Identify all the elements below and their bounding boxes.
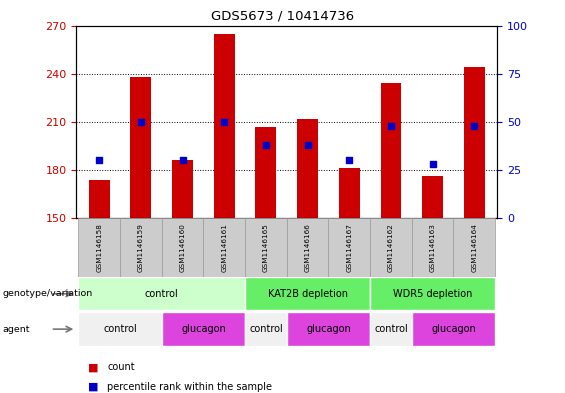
Bar <box>286 218 328 277</box>
Text: GSM1146158: GSM1146158 <box>96 223 102 272</box>
Bar <box>380 83 401 218</box>
Text: control: control <box>145 289 179 299</box>
Point <box>95 157 104 163</box>
Bar <box>79 277 245 310</box>
Bar <box>370 312 412 346</box>
Bar <box>245 312 286 346</box>
Bar <box>412 218 454 277</box>
Text: GSM1146162: GSM1146162 <box>388 223 394 272</box>
Text: GSM1146163: GSM1146163 <box>429 223 436 272</box>
Text: percentile rank within the sample: percentile rank within the sample <box>107 382 272 392</box>
Bar <box>162 218 203 277</box>
Point <box>262 142 271 148</box>
Text: GSM1146159: GSM1146159 <box>138 223 144 272</box>
Text: control: control <box>103 324 137 334</box>
Bar <box>297 119 318 218</box>
Bar <box>89 180 110 218</box>
Text: count: count <box>107 362 135 373</box>
Bar <box>412 312 495 346</box>
Bar <box>255 127 276 218</box>
Point <box>178 157 187 163</box>
Text: genotype/variation: genotype/variation <box>3 289 93 298</box>
Text: control: control <box>249 324 282 334</box>
Bar <box>464 67 485 218</box>
Bar <box>328 218 370 277</box>
Bar <box>454 218 495 277</box>
Text: GDS5673 / 10414736: GDS5673 / 10414736 <box>211 10 354 23</box>
Bar <box>370 218 412 277</box>
Text: GSM1146165: GSM1146165 <box>263 223 269 272</box>
Bar <box>172 160 193 218</box>
Text: GSM1146166: GSM1146166 <box>305 223 311 272</box>
Text: control: control <box>374 324 408 334</box>
Bar <box>131 77 151 218</box>
Bar <box>339 168 360 218</box>
Point <box>345 157 354 163</box>
Text: ■: ■ <box>88 382 98 392</box>
Text: glucagon: glucagon <box>181 324 226 334</box>
Point <box>220 119 229 125</box>
Point <box>470 123 479 129</box>
Bar <box>370 277 495 310</box>
Bar <box>79 218 120 277</box>
Bar <box>245 277 370 310</box>
Bar <box>422 176 443 218</box>
Text: GSM1146160: GSM1146160 <box>180 223 185 272</box>
Text: glucagon: glucagon <box>431 324 476 334</box>
Point <box>428 161 437 167</box>
Text: agent: agent <box>3 325 31 334</box>
Point <box>136 119 145 125</box>
Text: KAT2B depletion: KAT2B depletion <box>268 289 347 299</box>
Text: glucagon: glucagon <box>306 324 351 334</box>
Text: GSM1146167: GSM1146167 <box>346 223 352 272</box>
Bar <box>245 218 286 277</box>
Bar <box>79 312 162 346</box>
Text: ■: ■ <box>88 362 98 373</box>
Point <box>303 142 312 148</box>
Text: GSM1146164: GSM1146164 <box>471 223 477 272</box>
Bar <box>120 218 162 277</box>
Bar <box>286 312 370 346</box>
Bar <box>214 33 234 218</box>
Bar <box>162 312 245 346</box>
Text: GSM1146161: GSM1146161 <box>221 223 227 272</box>
Text: WDR5 depletion: WDR5 depletion <box>393 289 472 299</box>
Bar <box>203 218 245 277</box>
Point <box>386 123 396 129</box>
